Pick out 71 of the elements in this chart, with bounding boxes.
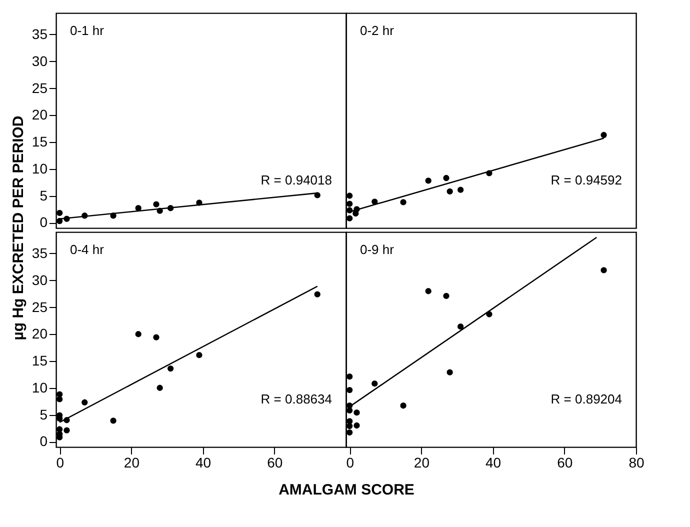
- x-tick-label: 20: [124, 454, 140, 470]
- point: [346, 422, 353, 430]
- point: [64, 427, 70, 434]
- point: [600, 132, 607, 138]
- x-tick-label: 20: [414, 454, 430, 470]
- y-tick-label: 25: [32, 298, 48, 315]
- point: [82, 399, 88, 406]
- point: [167, 365, 174, 372]
- annotation: 0-2 hr: [360, 23, 395, 38]
- y-tick-label: 25: [32, 80, 48, 96]
- annotation: 0-1 hr: [70, 23, 105, 38]
- point: [400, 402, 406, 409]
- point: [346, 374, 353, 380]
- y-tick-label: 5: [40, 406, 48, 422]
- point: [56, 210, 63, 216]
- annotation: 0-4 hr: [70, 242, 105, 257]
- point: [196, 352, 202, 358]
- point: [425, 288, 432, 294]
- y-tick-label: 10: [32, 379, 48, 396]
- point: [346, 200, 353, 207]
- annotation: R = 0.89204: [550, 392, 622, 407]
- point: [446, 369, 453, 376]
- point: [443, 174, 450, 182]
- y-axis-title: µg Hg EXCRETED PER PERIOD: [10, 116, 27, 340]
- x-tick-label: 40: [196, 454, 212, 470]
- point: [354, 422, 360, 429]
- y-tick-label: 10: [32, 160, 48, 176]
- x-tick-label: 80: [628, 454, 644, 470]
- y-tick-label: 5: [40, 187, 48, 204]
- x-tick-label: 60: [557, 454, 573, 470]
- x-tick-label: 60: [267, 454, 283, 470]
- x-tick-label: 40: [486, 454, 502, 470]
- y-tick-label: 0: [40, 433, 48, 450]
- y-tick-label: 15: [32, 134, 48, 150]
- x-tick-label: 0: [56, 454, 64, 470]
- point: [346, 429, 353, 436]
- point: [314, 291, 320, 298]
- point: [153, 201, 160, 208]
- annotation: R = 0.94592: [550, 172, 622, 188]
- point: [600, 267, 607, 274]
- y-tick-label: 35: [32, 26, 48, 42]
- annotation: R = 0.88634: [260, 392, 332, 407]
- point: [443, 292, 450, 300]
- point: [354, 410, 360, 416]
- y-tick-label: 20: [32, 326, 48, 342]
- annotation: 0-9 hr: [360, 242, 395, 257]
- x-tick-label: 0: [346, 454, 354, 470]
- point: [457, 324, 464, 330]
- y-tick-label: 15: [32, 352, 48, 368]
- annotation: R = 0.94018: [260, 172, 332, 188]
- point: [372, 380, 378, 387]
- y-tick-label: 20: [32, 106, 48, 123]
- point: [400, 199, 406, 206]
- point: [153, 334, 160, 340]
- point: [346, 215, 353, 222]
- point: [346, 386, 353, 394]
- point: [346, 192, 353, 199]
- point: [346, 407, 353, 414]
- point: [135, 331, 142, 338]
- point: [446, 188, 453, 195]
- point: [156, 384, 163, 391]
- y-tick-label: 35: [32, 245, 48, 261]
- point: [110, 418, 116, 424]
- x-axis-title: AMALGAM SCORE: [278, 482, 414, 498]
- y-tick-label: 30: [32, 272, 48, 288]
- point: [372, 198, 378, 205]
- point: [457, 186, 464, 193]
- y-tick-label: 30: [32, 52, 48, 69]
- point: [56, 396, 63, 402]
- y-tick-label: 0: [40, 214, 48, 230]
- point: [425, 178, 432, 184]
